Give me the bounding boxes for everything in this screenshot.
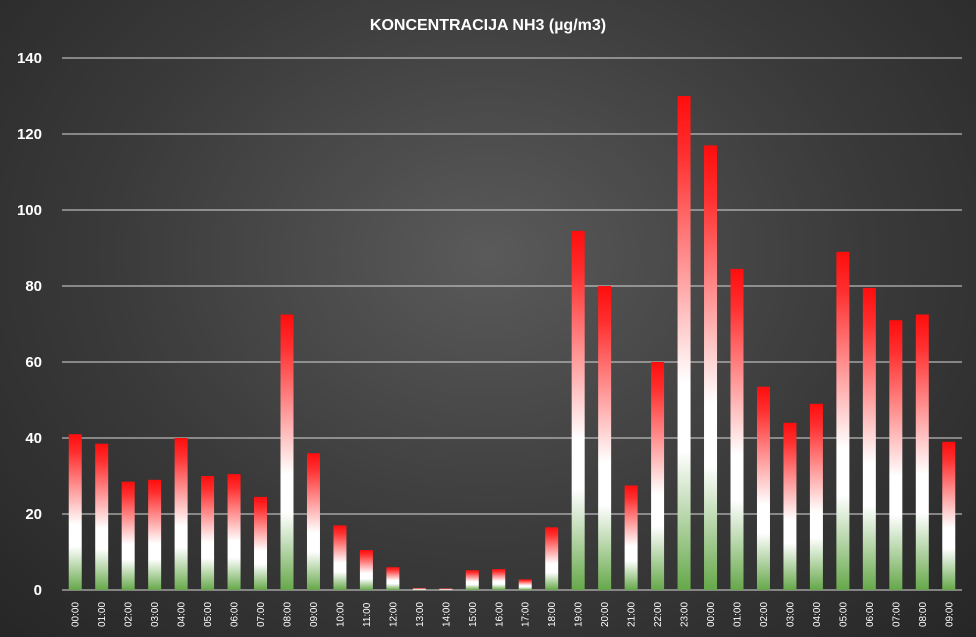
bar <box>95 443 109 590</box>
y-tick-label: 40 <box>25 430 42 447</box>
x-tick-label: 04:00 <box>812 602 823 627</box>
x-tick-label: 18:00 <box>547 602 558 627</box>
bar <box>942 441 956 590</box>
bar <box>598 286 612 590</box>
bar <box>651 362 665 590</box>
x-tick-label: 16:00 <box>494 602 505 627</box>
x-tick-label: 01:00 <box>733 602 744 627</box>
bar <box>704 145 718 590</box>
x-tick-label: 12:00 <box>388 602 399 627</box>
bar <box>121 481 135 590</box>
bar <box>68 434 82 590</box>
bar <box>730 268 744 590</box>
bar <box>545 527 559 590</box>
bar <box>465 570 479 590</box>
x-tick-label: 07:00 <box>256 602 267 627</box>
bar <box>571 230 585 590</box>
bar <box>889 320 903 590</box>
bar <box>306 453 320 590</box>
bar <box>333 525 347 590</box>
bar <box>412 588 426 590</box>
y-tick-label: 100 <box>17 202 42 219</box>
bar <box>359 550 373 590</box>
bar <box>386 567 400 590</box>
bar <box>809 403 823 590</box>
bar <box>254 496 268 590</box>
x-tick-label: 21:00 <box>627 602 638 627</box>
x-tick-label: 03:00 <box>150 602 161 627</box>
x-tick-label: 08:00 <box>283 602 294 627</box>
bar <box>148 479 162 590</box>
bar <box>756 386 770 590</box>
bar <box>518 579 532 590</box>
x-tick-label: 05:00 <box>838 602 849 627</box>
x-axis-ticks: 00:00 01:00 02:00 03:00 04:00 05:00 06:00 07:00… <box>71 602 956 627</box>
bar <box>174 438 188 590</box>
bar <box>677 96 691 590</box>
x-tick-label: 09:00 <box>309 602 320 627</box>
y-tick-label: 80 <box>25 278 42 295</box>
y-tick-label: 120 <box>17 126 42 143</box>
bar <box>915 314 929 590</box>
gridlines <box>62 57 962 591</box>
x-tick-label: 22:00 <box>653 602 664 627</box>
y-tick-label: 20 <box>25 506 42 523</box>
bar <box>439 588 453 590</box>
x-tick-label: 01:00 <box>97 602 108 627</box>
x-tick-label: 05:00 <box>203 602 214 627</box>
x-tick-label: 04:00 <box>177 602 188 627</box>
x-tick-label: 17:00 <box>521 602 532 627</box>
x-tick-label: 09:00 <box>944 602 955 627</box>
bar <box>836 251 850 591</box>
bar <box>201 476 215 590</box>
x-tick-label: 19:00 <box>574 602 585 627</box>
x-tick-label: 20:00 <box>600 602 611 627</box>
x-tick-label: 11:00 <box>362 602 373 627</box>
bars <box>68 96 956 591</box>
x-tick-label: 10:00 <box>335 602 346 627</box>
bar <box>862 287 876 590</box>
chart-title: KONCENTRACIJA NH3 (µg/m3) <box>370 17 606 34</box>
bar <box>783 422 797 590</box>
x-tick-label: 03:00 <box>785 602 796 627</box>
bar <box>227 474 241 590</box>
x-tick-label: 14:00 <box>441 602 452 627</box>
x-tick-label: 06:00 <box>230 602 241 627</box>
x-tick-label: 06:00 <box>865 602 876 627</box>
x-tick-label: 00:00 <box>706 602 717 627</box>
x-tick-label: 23:00 <box>680 602 691 627</box>
x-tick-label: 13:00 <box>415 602 426 627</box>
y-axis-ticks: 0 20 40 60 80 100 120 140 <box>17 50 42 599</box>
bar <box>280 314 294 590</box>
x-tick-label: 02:00 <box>759 602 770 627</box>
bar <box>492 569 506 590</box>
bar <box>624 485 638 590</box>
y-tick-label: 140 <box>17 50 42 67</box>
y-tick-label: 0 <box>34 582 42 599</box>
y-tick-label: 60 <box>25 354 42 371</box>
x-tick-label: 08:00 <box>918 602 929 627</box>
x-tick-label: 00:00 <box>71 602 82 627</box>
x-tick-label: 15:00 <box>468 602 479 627</box>
x-tick-label: 07:00 <box>891 602 902 627</box>
x-tick-label: 02:00 <box>124 602 135 627</box>
